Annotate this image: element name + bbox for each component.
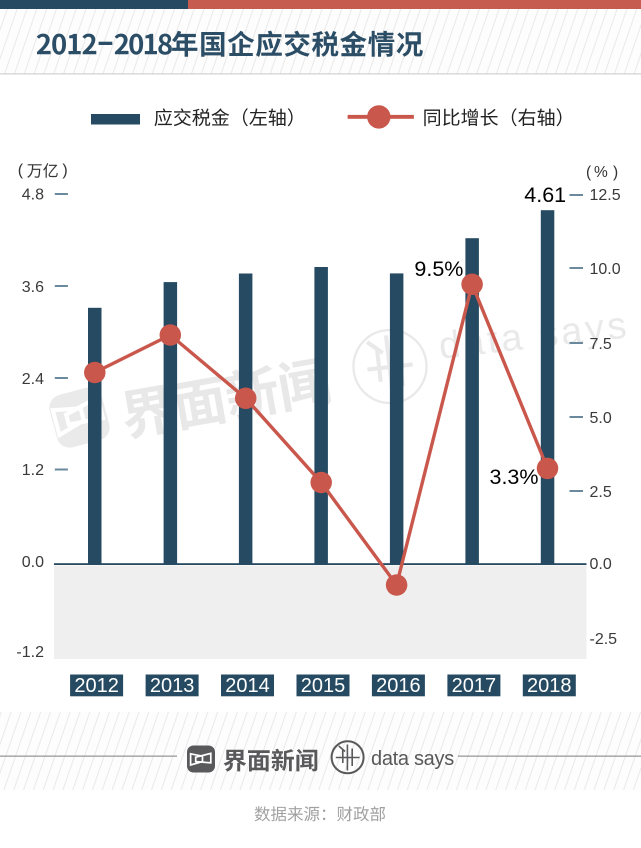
svg-text:2017: 2017 [452, 675, 497, 697]
svg-text:2016: 2016 [376, 675, 421, 697]
svg-text:5.0: 5.0 [590, 410, 612, 427]
svg-text:data says: data says [371, 748, 454, 770]
svg-text:-2.5: -2.5 [590, 631, 618, 648]
svg-text:7.5: 7.5 [590, 336, 612, 353]
svg-text:12.5: 12.5 [590, 187, 621, 204]
svg-text:4.61: 4.61 [524, 183, 566, 207]
svg-text:): ) [62, 162, 67, 179]
svg-text:1.2: 1.2 [22, 462, 44, 479]
svg-text:3.6: 3.6 [22, 279, 44, 296]
svg-text:-1.2: -1.2 [16, 644, 44, 661]
svg-text:0.0: 0.0 [590, 556, 612, 573]
svg-text:4.8: 4.8 [22, 186, 44, 203]
svg-text:2.5: 2.5 [590, 484, 612, 501]
svg-text:2015: 2015 [301, 675, 346, 697]
svg-text:): ) [613, 164, 618, 181]
svg-text:2018: 2018 [527, 675, 572, 697]
svg-text:9.5%: 9.5% [414, 257, 463, 281]
svg-text:3.3%: 3.3% [490, 465, 539, 489]
svg-text:10.0: 10.0 [590, 261, 621, 278]
svg-text:2013: 2013 [150, 675, 195, 697]
svg-text:(: ( [18, 162, 24, 179]
svg-text:2014: 2014 [225, 675, 270, 697]
svg-text:(: ( [586, 164, 592, 181]
svg-text:0.0: 0.0 [22, 554, 44, 571]
svg-text:2.4: 2.4 [22, 371, 44, 388]
svg-text:2012: 2012 [74, 675, 119, 697]
svg-text:%: % [594, 164, 608, 181]
